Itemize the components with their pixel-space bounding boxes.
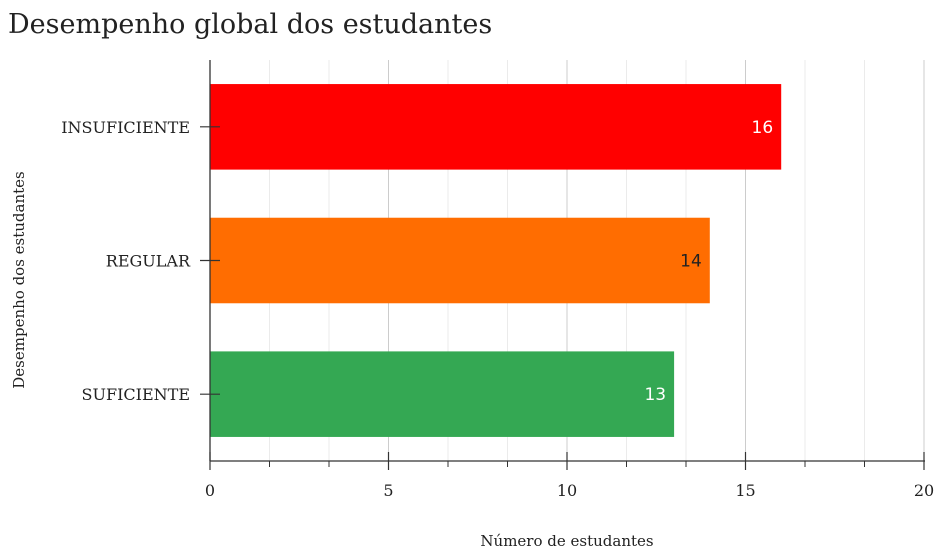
category-label-suficiente: SUFICIENTE: [82, 385, 190, 404]
x-tick-label-1: 5: [383, 481, 393, 500]
x-tick-label-2: 10: [557, 481, 577, 500]
x-tick-label-0: 0: [205, 481, 215, 500]
bar-insuficiente: [210, 84, 782, 170]
data-label-insuficiente: 16: [752, 118, 774, 138]
y-axis-label: Desempenho dos estudantes: [10, 171, 28, 388]
bar-suficiente: [210, 351, 675, 437]
x-axis-label: Número de estudantes: [480, 532, 653, 550]
bars: 16 14 13: [210, 84, 782, 437]
axes: INSUFICIENTE REGULAR SUFICIENTE 0 5 10 15 20: [61, 60, 934, 500]
chart-title: Desempenho global dos estudantes: [8, 9, 492, 40]
category-label-regular: REGULAR: [106, 252, 191, 271]
data-label-regular: 14: [680, 252, 702, 272]
x-tick-label-4: 20: [914, 481, 934, 500]
bar-regular: [210, 217, 710, 304]
data-label-suficiente: 13: [644, 385, 666, 405]
x-tick-label-3: 15: [735, 481, 755, 500]
category-label-insuficiente: INSUFICIENTE: [61, 118, 190, 137]
